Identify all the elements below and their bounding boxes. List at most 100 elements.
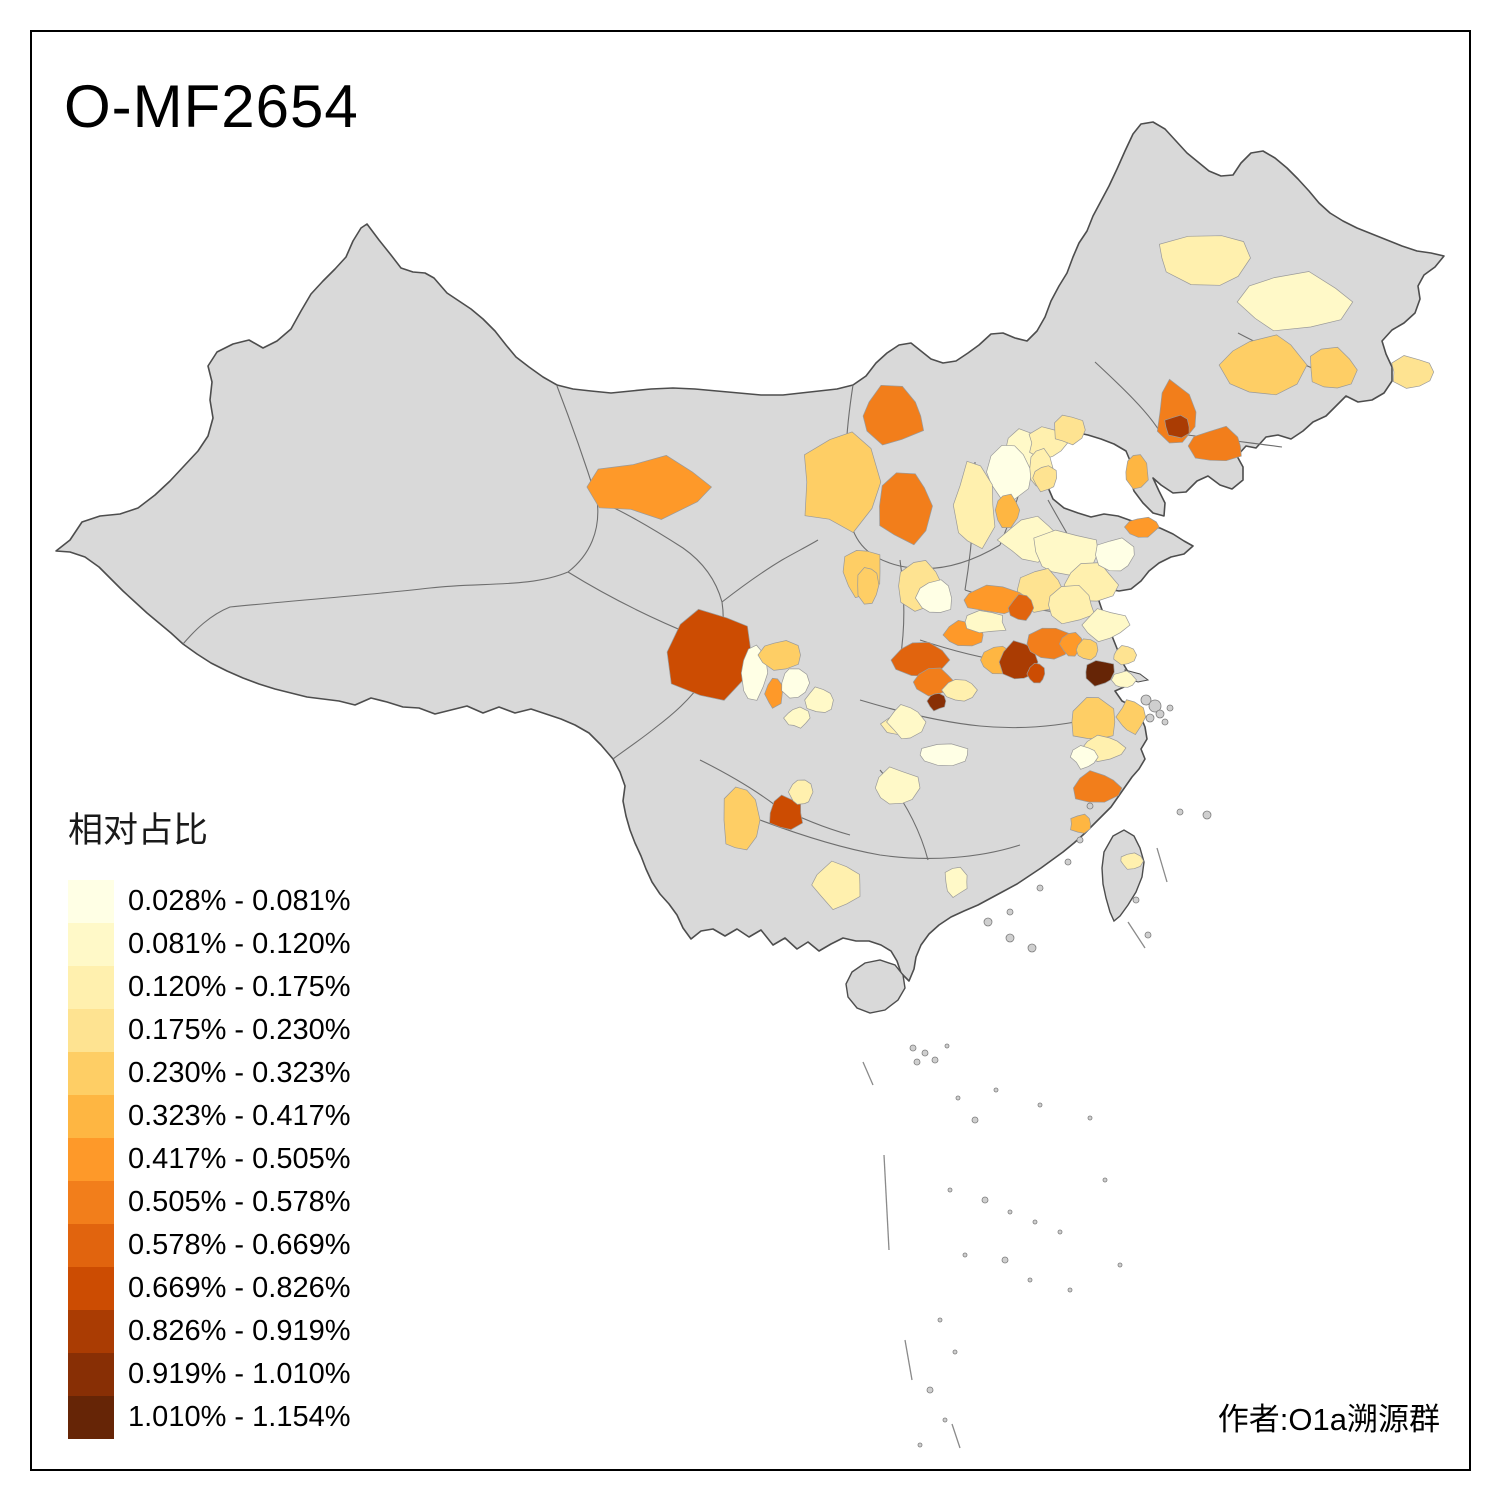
region-zhaotong: [723, 786, 761, 851]
legend-swatch: [68, 1052, 114, 1095]
islet-dot: [971, 1116, 979, 1124]
legend-label: 0.028% - 0.081%: [128, 885, 351, 917]
sea-dash-line: [1127, 921, 1146, 949]
region-ne-east-spur: [1391, 355, 1435, 389]
attribution: 作者:O1a溯源群: [1217, 1402, 1440, 1437]
islet-dot: [993, 1087, 999, 1093]
islet-dot: [942, 1417, 948, 1423]
sea-islets: [862, 694, 1212, 1449]
legend-row: 0.323% - 0.417%: [68, 1095, 350, 1138]
region-fuzhou-pale: [1120, 852, 1144, 870]
sea-dash-line: [862, 1061, 874, 1086]
region-changsha-cream: [874, 766, 921, 805]
legend-row: 0.120% - 0.175%: [68, 966, 350, 1009]
legend-row: 0.669% - 0.826%: [68, 1267, 350, 1310]
legend-label: 0.081% - 0.120%: [128, 928, 351, 960]
islet-dot: [1148, 699, 1162, 713]
region-yingkou: [1125, 454, 1149, 490]
region-mianyang: [757, 640, 801, 671]
legend-swatch: [68, 1224, 114, 1267]
region-chengdu-plain: [781, 668, 810, 699]
islet-dot: [1087, 1115, 1093, 1121]
region-jiuquan-strip: [586, 455, 713, 520]
legend-row: 0.230% - 0.323%: [68, 1052, 350, 1095]
legend-swatch: [68, 966, 114, 1009]
taiwan-island: [1101, 829, 1145, 923]
region-bayannur: [804, 431, 882, 533]
region-dandong: [1187, 425, 1242, 462]
islet-dot: [1132, 896, 1140, 904]
islet-dot: [1001, 1256, 1009, 1264]
hainan-island: [845, 959, 906, 1014]
choropleth-regions: [586, 235, 1435, 911]
islet-dot: [981, 1196, 989, 1204]
legend-label: 0.578% - 0.669%: [128, 1229, 351, 1261]
region-jiangsu-north: [1048, 584, 1095, 625]
islet-dot: [1086, 802, 1094, 810]
legend-row: 0.081% - 0.120%: [68, 923, 350, 966]
region-chengdu: [764, 677, 784, 709]
legend-label: 0.230% - 0.323%: [128, 1057, 351, 1089]
islet-dot: [1057, 1229, 1063, 1235]
legend-swatch: [68, 1396, 114, 1439]
region-suihua: [1236, 271, 1354, 332]
region-qingdao-white: [1095, 537, 1135, 572]
islet-dot: [962, 1252, 968, 1258]
region-baoding-white: [986, 444, 1033, 500]
islet-dot: [909, 1044, 917, 1052]
region-shanxi-band: [952, 460, 996, 550]
region-qiqihar: [1158, 235, 1251, 286]
region-wuhan-pale: [941, 679, 978, 702]
islet-dot: [1176, 808, 1184, 816]
islet-dot: [1005, 933, 1015, 943]
legend-row: 0.505% - 0.578%: [68, 1181, 350, 1224]
region-yantai: [1124, 516, 1160, 538]
region-baoji-amber: [857, 567, 880, 605]
legend-row: 0.028% - 0.081%: [68, 880, 350, 923]
region-ningbo: [1115, 699, 1146, 735]
sea-dash-line: [904, 1339, 913, 1381]
legend-row: 0.919% - 1.010%: [68, 1353, 350, 1396]
region-quzhou: [1069, 745, 1099, 770]
islet-dot: [1140, 694, 1152, 706]
legend-label: 0.505% - 0.578%: [128, 1186, 351, 1218]
legend-label: 0.417% - 0.505%: [128, 1143, 351, 1175]
legend-swatch: [68, 1138, 114, 1181]
region-neijiang: [783, 706, 811, 729]
islet-dot: [937, 1317, 943, 1323]
legend-swatch: [68, 1009, 114, 1052]
legend-label: 0.669% - 0.826%: [128, 1272, 351, 1304]
islet-dot: [1144, 931, 1152, 939]
legend-row: 0.417% - 0.505%: [68, 1138, 350, 1181]
islet-dot: [926, 1386, 934, 1394]
region-henan-cream: [964, 610, 1007, 634]
islet-dot: [944, 1043, 950, 1049]
legend-swatch: [68, 1267, 114, 1310]
sea-dash-line: [951, 1423, 961, 1449]
legend-label: 1.010% - 1.154%: [128, 1401, 351, 1433]
region-jingmen-dark: [926, 693, 947, 712]
region-hechi: [811, 860, 861, 911]
islet-dot: [1064, 858, 1072, 866]
region-ordos: [879, 472, 933, 546]
legend: 相对占比 0.028% - 0.081% 0.081% - 0.120% 0.120…: [68, 802, 350, 1439]
legend-swatch: [68, 880, 114, 923]
region-shijiazhuang: [994, 493, 1021, 528]
islet-dot: [1117, 1262, 1123, 1268]
islet-dot: [1155, 709, 1165, 719]
legend-label: 0.323% - 0.417%: [128, 1100, 351, 1132]
region-baotou: [862, 384, 924, 446]
legend-label: 0.175% - 0.230%: [128, 1014, 351, 1046]
region-chengde-amber: [1054, 414, 1086, 446]
region-shanghai: [1110, 670, 1137, 688]
region-jiangxi-cream: [919, 743, 969, 767]
islet-dot: [1102, 1177, 1108, 1183]
legend-rows: 0.028% - 0.081% 0.081% - 0.120% 0.120% - 0…: [68, 880, 350, 1439]
legend-row: 0.175% - 0.230%: [68, 1009, 350, 1052]
region-chuzhou: [1026, 627, 1070, 660]
legend-label: 0.919% - 1.010%: [128, 1358, 351, 1390]
islet-dot: [1202, 810, 1212, 820]
region-luzhou-pale: [788, 779, 814, 805]
islet-dot: [913, 1058, 921, 1066]
